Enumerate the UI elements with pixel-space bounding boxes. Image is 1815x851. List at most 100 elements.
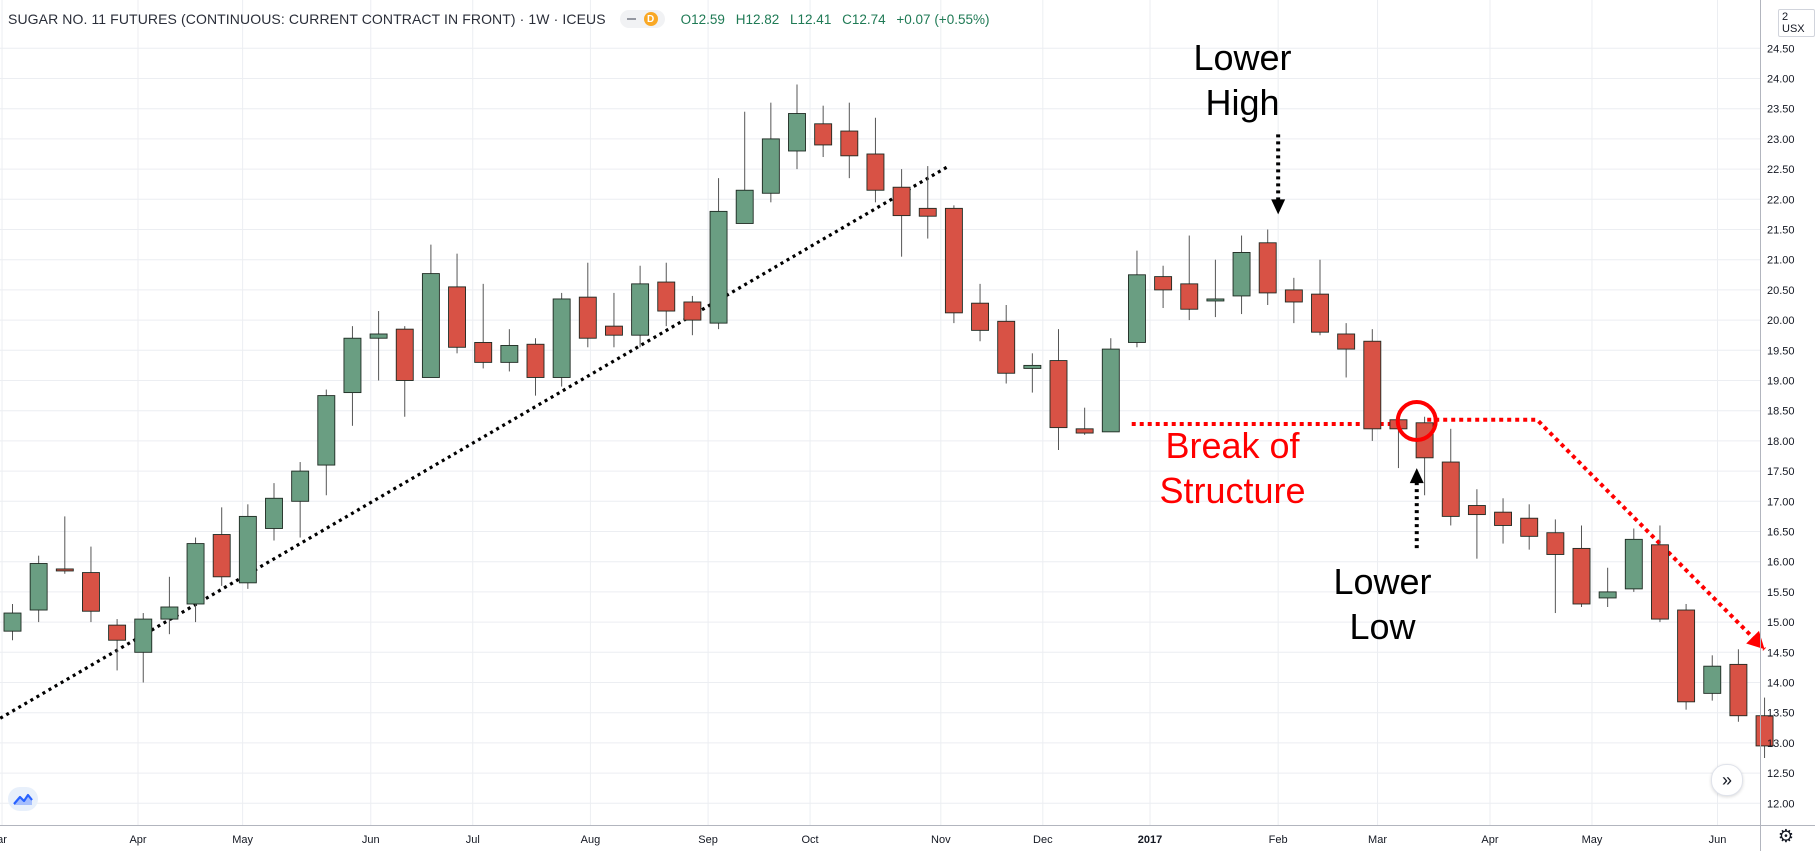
trendline — [0, 164, 950, 721]
time-tick-label: ar — [0, 834, 7, 846]
price-tick-label: 17.50 — [1767, 466, 1795, 478]
time-tick-label: Feb — [1269, 834, 1288, 846]
candle-down — [1049, 329, 1068, 450]
break-level-line — [1427, 417, 1766, 651]
candle-down — [814, 105, 833, 158]
candle-down — [81, 546, 100, 623]
candle-body — [500, 345, 519, 363]
price-tick-label: 22.50 — [1767, 164, 1795, 176]
candle-body — [421, 273, 440, 378]
candle-body — [108, 624, 127, 641]
time-tick-label: Jul — [466, 834, 480, 846]
price-tick-label: 13.00 — [1767, 738, 1795, 750]
candle-body — [343, 337, 362, 394]
candle-body — [291, 470, 310, 502]
arrowhead — [1746, 630, 1765, 650]
candle-down — [1520, 504, 1539, 550]
candle-down — [1546, 519, 1565, 614]
candle-body — [1101, 348, 1120, 433]
price-tick-label: 23.00 — [1767, 134, 1795, 146]
candle-body — [474, 341, 493, 363]
candle-body — [1546, 532, 1565, 555]
candle-body — [892, 186, 911, 217]
candle-body — [1624, 538, 1643, 590]
candle-down — [212, 507, 231, 586]
candle-body — [55, 568, 74, 572]
candle-down — [1180, 235, 1199, 321]
candle-body — [1127, 274, 1146, 343]
candle-body — [1075, 428, 1094, 434]
candle-body — [1598, 591, 1617, 599]
price-tick-label: 12.50 — [1767, 768, 1795, 780]
tradingview-logo[interactable] — [8, 787, 38, 811]
candle-up — [1127, 250, 1146, 348]
candle-body — [1572, 547, 1591, 605]
break-of-structure-label: Break of Structure — [1140, 423, 1325, 513]
candle-body — [1049, 360, 1068, 429]
candle-down — [1729, 649, 1748, 722]
minus-icon[interactable] — [626, 18, 636, 20]
candle-body — [369, 333, 388, 339]
currency-label[interactable]: 2 USX — [1778, 9, 1815, 37]
candle-down — [918, 166, 937, 239]
lower-low-line1: Lower — [1333, 561, 1432, 602]
logo-icon — [13, 793, 33, 805]
candle-body — [1206, 298, 1225, 302]
candle-body — [317, 395, 336, 466]
candles — [3, 84, 1774, 758]
price-tick-label: 16.00 — [1767, 557, 1795, 569]
candle-up — [709, 178, 728, 330]
time-tick-label: Oct — [802, 834, 819, 846]
candle-down — [997, 305, 1016, 384]
candle-up — [3, 603, 22, 641]
price-tick-label: 18.00 — [1767, 436, 1795, 448]
price-tick-label: 19.00 — [1767, 376, 1795, 388]
candle-body — [186, 543, 205, 605]
candle-down — [448, 253, 466, 354]
candle-body — [395, 328, 414, 381]
price-tick-label: 13.50 — [1767, 708, 1795, 720]
candle-body — [1284, 289, 1303, 303]
lower-high-label: Lower High — [1180, 35, 1305, 125]
candle-body — [1232, 252, 1251, 297]
price-tick-label: 24.00 — [1767, 74, 1795, 86]
candle-body — [788, 113, 806, 152]
double-chevron-right-icon: » — [1721, 769, 1732, 790]
candle-body — [605, 325, 623, 336]
price-tick-label: 24.50 — [1767, 43, 1795, 55]
ohlc-values: O12.59 H12.82 L12.41 C12.74 +0.07 (+0.55… — [681, 12, 997, 27]
price-tick-label: 23.50 — [1767, 104, 1795, 116]
break-of-structure-line1: Break of — [1165, 425, 1300, 466]
candle-up — [735, 111, 754, 224]
ohlc-high: H12.82 — [735, 11, 780, 27]
candle-body — [552, 298, 571, 378]
candle-body — [29, 563, 48, 611]
arrowhead — [1271, 199, 1286, 215]
candle-up — [186, 537, 205, 623]
price-tick-label: 20.00 — [1767, 315, 1795, 327]
interval-badge[interactable]: D — [643, 12, 658, 26]
lower-high-line2: High — [1205, 82, 1280, 123]
candle-body — [1363, 340, 1382, 430]
scroll-to-realtime-button[interactable]: » — [1711, 764, 1743, 796]
price-tick-label: 20.50 — [1767, 285, 1795, 297]
arrowhead — [1409, 468, 1424, 484]
candle-up — [1101, 338, 1120, 433]
candle-down — [55, 516, 74, 574]
candle-down — [1154, 265, 1173, 309]
time-tick-label: Jun — [362, 834, 380, 846]
legend-badges[interactable]: D — [619, 10, 665, 28]
candle-body — [526, 343, 545, 378]
ohlc-close: C12.74 — [842, 11, 886, 27]
candle-up — [343, 326, 362, 426]
candle-down — [892, 169, 911, 257]
settings-gear-icon[interactable]: ⚙ — [1777, 825, 1795, 846]
candle-up — [291, 462, 310, 538]
candle-body — [81, 572, 100, 612]
candle-body — [1337, 333, 1356, 350]
candle-up — [317, 389, 336, 496]
candle-body — [709, 210, 728, 324]
candle-down — [108, 619, 127, 671]
